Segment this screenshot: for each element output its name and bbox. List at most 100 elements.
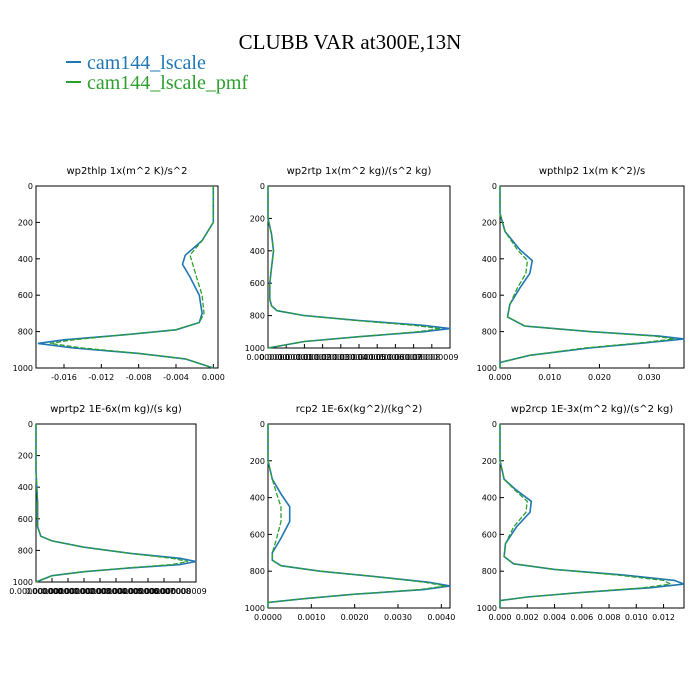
x-tick-label: 0.0040 [427,613,455,622]
y-tick-label: 600 [18,515,33,524]
x-tick-label: 0.004 [543,613,566,622]
series-line-lscale-pmf [267,186,441,349]
y-tick-label: 600 [250,530,265,539]
y-tick-label: 800 [482,328,497,337]
y-tick-label: 1000 [245,344,265,353]
plot-frame [499,185,685,369]
y-tick-label: 400 [18,255,33,264]
x-tick-label: -0.004 [163,373,189,382]
legend-line-icon [66,61,81,64]
x-tick-label: 0.0010 [297,613,325,622]
x-tick-label: 0.0020 [341,613,369,622]
x-tick-label: -0.016 [51,373,77,382]
figure-title: CLUBB VAR at300E,13N [238,30,462,54]
x-tick-label: 0.0030 [384,613,412,622]
y-tick-label: 0 [260,420,265,429]
legend-line-icon [66,81,81,84]
x-tick-label: 0.000000008 [387,353,440,362]
x-tick-label: 0.000000004 [73,587,126,596]
x-tick-label: 0.000000005 [89,587,142,596]
x-tick-label: 0.000 [489,373,512,382]
y-tick-label: 800 [250,312,265,321]
x-tick-label: 0.000000007 [121,587,174,596]
series-line-lscale [499,424,685,608]
x-tick-label: 0.000000001 [25,587,78,596]
y-tick-label: 0 [492,420,497,429]
x-tick-label: 0.000 [489,613,512,622]
y-tick-label: 800 [250,567,265,576]
plot-frame [267,185,451,349]
x-tick-label: 0.000 [202,373,225,382]
y-tick-label: 400 [18,483,33,492]
x-tick-label: 0.000000005 [332,353,385,362]
x-tick-label: 0.010 [625,613,648,622]
x-tick-label: 0.0000000 [246,353,289,362]
y-tick-label: 1000 [245,604,265,613]
x-tick-label: 0.012 [652,613,675,622]
y-tick-label: 800 [18,546,33,555]
panel-title: wp2thlp 1x(m^2 K)/s^2 [66,166,187,177]
legend-label: cam144_lscale_pmf [87,72,249,94]
y-tick-label: 400 [250,247,265,256]
y-tick-label: 800 [18,328,33,337]
x-tick-label: 0.000000003 [57,587,110,596]
y-tick-label: 200 [482,457,497,466]
series-line-lscale-pmf [499,186,675,368]
series-line-lscale [267,424,451,608]
panel-title: wp2rtp 1x(m^2 kg)/(s^2 kg) [287,166,432,177]
x-tick-label: 0.000000009 [405,353,458,362]
y-tick-label: 600 [250,279,265,288]
y-tick-label: 1000 [13,578,33,587]
panel-title: rcp2 1E-6x(kg^2)/(kg^2) [296,404,423,415]
y-tick-label: 400 [482,494,497,503]
y-tick-label: 200 [250,214,265,223]
y-tick-label: 0 [28,420,33,429]
series-line-lscale [37,186,215,369]
legend-item-lscale: cam144_lscale [66,52,206,75]
x-tick-label: 0.000000001 [259,353,312,362]
x-tick-label: 0.0000 [254,613,282,622]
x-tick-label: 0.000000000 [9,587,62,596]
y-tick-label: 0 [260,182,265,191]
series-line-lscale-pmf [49,186,214,369]
y-tick-label: 600 [18,291,33,300]
x-tick-label: 0.000000003 [296,353,349,362]
y-tick-label: 0 [492,182,497,191]
x-tick-label: 0.000000004 [314,353,367,362]
y-tick-label: 1000 [13,364,33,373]
series-line-lscale [267,186,451,349]
series-line-lscale-pmf [499,424,673,608]
x-tick-label: -0.008 [126,373,152,382]
x-tick-label: -0.012 [88,373,114,382]
y-tick-label: 200 [482,218,497,227]
x-tick-label: 0.000000006 [350,353,403,362]
x-tick-label: 0.000000007 [369,353,422,362]
y-tick-label: 200 [250,457,265,466]
plot-frame [499,423,685,609]
y-tick-label: 200 [18,218,33,227]
x-tick-label: 0.000000002 [41,587,94,596]
y-tick-label: 600 [482,530,497,539]
x-tick-label: 0.002 [516,613,539,622]
y-tick-label: 800 [482,567,497,576]
legend-label: cam144_lscale [87,52,206,74]
y-tick-label: 400 [482,255,497,264]
y-tick-label: 600 [482,291,497,300]
plot-frame [35,185,219,369]
x-tick-label: 0.000000009 [153,587,206,596]
y-tick-label: 400 [250,494,265,503]
x-tick-label: 0.020 [588,373,611,382]
y-tick-label: 0 [28,182,33,191]
panel-title: wp2rcp 1E-3x(m^2 kg)/(s^2 kg) [511,404,674,415]
series-line-lscale-pmf [35,424,189,583]
x-tick-label: 0.000000006 [105,587,158,596]
panel-title: wpthlp2 1x(m K^2)/s [539,166,645,177]
x-tick-label: 0.000000002 [278,353,331,362]
y-tick-label: 1000 [477,364,497,373]
y-tick-label: 1000 [477,604,497,613]
x-tick-label: 0.000000008 [137,587,190,596]
plot-frame [267,423,451,609]
series-line-lscale-pmf [267,424,446,608]
